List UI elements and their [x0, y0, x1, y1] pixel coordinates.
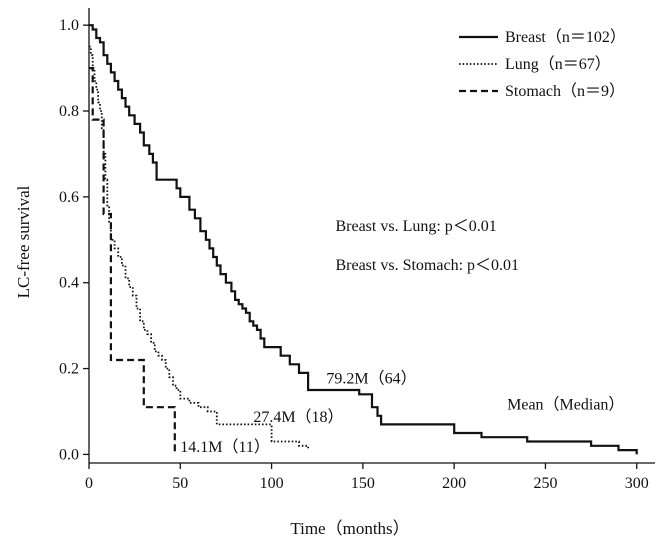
series-line-0 [89, 24, 638, 455]
legend-label-0: Breast（n＝102） [505, 28, 626, 46]
annotation-2: 79.2M（64） [326, 370, 416, 388]
x-tick-label: 200 [442, 475, 466, 492]
x-tick-label: 100 [260, 475, 284, 492]
annotation-4: 14.1M（11） [180, 438, 270, 456]
series-line-2 [89, 67, 176, 455]
annotation-1: Breast vs. Stomach: p＜0.01 [335, 257, 519, 274]
x-tick-label: 250 [533, 475, 557, 492]
y-tick-label: 0.2 [59, 361, 79, 378]
plot-area: 0 50 100 150 200 250 300 0.0 0.2 0.4 0.6 0.8 1.0 Br… [59, 8, 655, 492]
y-tick-label: 0.0 [59, 446, 79, 463]
legend-label-2: Stomach（n＝9） [505, 82, 625, 100]
x-axis-label: Time（months） [290, 519, 409, 538]
survival-curves [89, 24, 638, 455]
y-axis-label: LC-free survival [14, 185, 33, 298]
legend: Breast（n＝102） Lung（n＝67） Stomach（n＝9） [459, 28, 626, 100]
legend-label-1: Lung（n＝67） [505, 55, 611, 73]
y-tick-label: 0.6 [59, 189, 79, 206]
series-line-1 [89, 45, 309, 451]
annotations: Breast vs. Lung: p＜0.01 Breast vs. Stomac… [180, 218, 624, 456]
x-tick-label: 150 [351, 475, 375, 492]
annotation-3: 27.4M（18） [253, 408, 343, 426]
y-tick-label: 1.0 [59, 17, 79, 34]
x-axis-ticks: 0 50 100 150 200 250 300 [85, 463, 649, 492]
annotation-5: Mean（Median） [507, 395, 624, 413]
annotation-0: Breast vs. Lung: p＜0.01 [335, 218, 496, 235]
y-axis-ticks: 0.0 0.2 0.4 0.6 0.8 1.0 [59, 17, 89, 463]
x-tick-label: 50 [172, 475, 188, 492]
x-tick-label: 0 [85, 475, 93, 492]
x-tick-label: 300 [625, 475, 649, 492]
y-tick-label: 0.4 [59, 275, 79, 292]
y-tick-label: 0.8 [59, 103, 79, 120]
